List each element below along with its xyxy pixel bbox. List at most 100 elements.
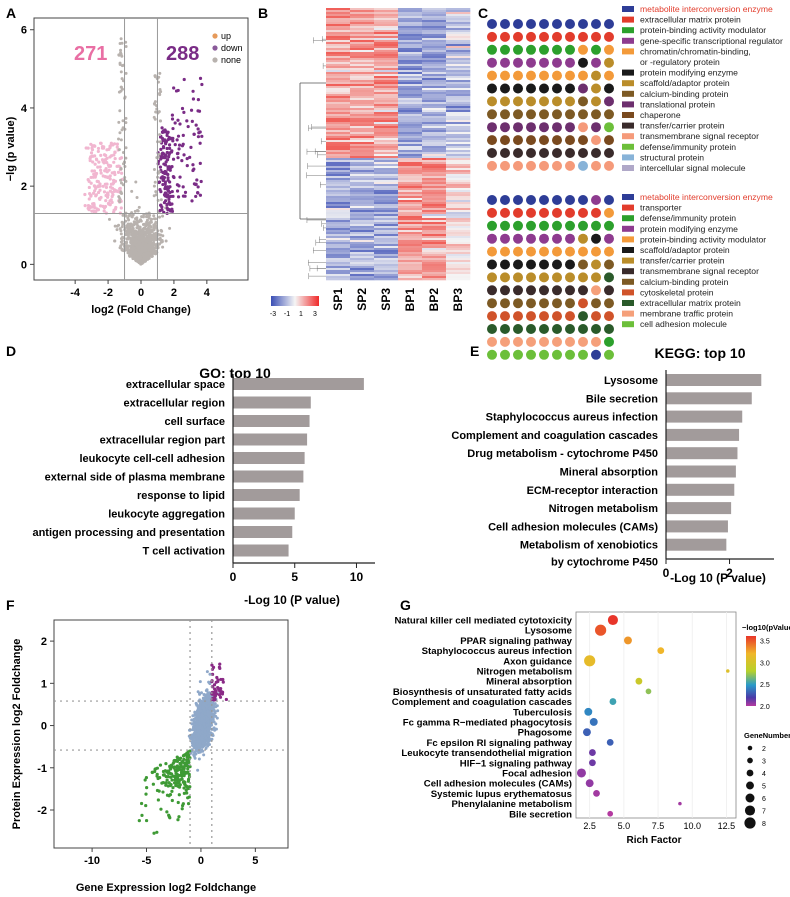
quadrant-point-up — [216, 679, 220, 684]
legend-none-dot — [212, 57, 218, 63]
volcano-point-up — [87, 185, 91, 190]
volcano-point-none — [124, 45, 128, 49]
pie-dot — [487, 233, 497, 244]
heatmap-cell — [374, 192, 399, 195]
bubble-colorbar: −log10(pValue) 3.53.02.52.0 — [742, 623, 790, 711]
heatmap-cell — [326, 264, 351, 267]
pie-dot — [513, 19, 523, 29]
heatmap-cell — [374, 214, 399, 217]
legend-swatch — [622, 112, 634, 118]
heatmap-cell — [422, 62, 447, 65]
volcano-point-down — [158, 165, 163, 169]
pie-dot — [487, 285, 497, 296]
volcano-point-down — [196, 127, 200, 131]
heatmap-cell — [374, 84, 399, 87]
volcano-point-down — [168, 180, 172, 184]
legend-label: transmembrane signal receptor — [640, 131, 759, 141]
quadrant-point-down — [182, 786, 186, 790]
heatmap-cell — [326, 220, 351, 223]
volcano-point-none — [135, 244, 139, 248]
heatmap-cell — [350, 244, 375, 247]
heatmap-cell — [326, 262, 351, 265]
colorbar-tick-label: 2.5 — [760, 682, 770, 689]
quadrant-point-mid — [192, 739, 196, 743]
volcano-point-up — [108, 155, 112, 159]
heatmap-cell — [446, 152, 471, 155]
volcano-point-none — [138, 240, 142, 244]
heatmap-cell — [446, 98, 471, 101]
kegg-xtick-label: 2 — [726, 566, 733, 580]
volcano-point-up — [110, 200, 114, 204]
quadrant-point-down — [177, 815, 181, 819]
heatmap-cell — [326, 100, 351, 103]
heatmap-cell — [374, 136, 399, 139]
go-category-label: extracellular space — [126, 379, 225, 391]
heatmap-cell — [398, 52, 423, 55]
quadrant-point-mid — [199, 700, 203, 704]
heatmap-cell — [398, 244, 423, 247]
heatmap-cell — [422, 270, 447, 273]
volcano-point-none — [157, 110, 161, 114]
quadrant-point-down — [171, 785, 175, 790]
quadrant-point-mid — [195, 721, 199, 725]
heatmap-cell — [398, 156, 423, 159]
quadrant-point-mid — [198, 741, 202, 745]
heatmap-cell — [326, 152, 351, 155]
heatmap-cell — [326, 190, 351, 193]
heatmap-cell — [374, 174, 399, 177]
legend-label: transfer/carrier protein — [640, 256, 725, 266]
legend-label: transmembrane signal receptor — [640, 266, 759, 276]
kegg-category-label: Complement and coagulation cascades — [451, 430, 658, 442]
volcano-point-up — [94, 209, 98, 214]
volcano-point-none — [137, 227, 141, 231]
quadrant-point-down — [145, 786, 149, 790]
pie-dot — [513, 349, 523, 360]
volcano-point-none — [139, 231, 143, 235]
heatmap-cell — [326, 244, 351, 247]
volcano-point-none — [119, 178, 123, 182]
heatmap-cell — [422, 256, 447, 259]
bubble-category-label: PPAR signaling pathway — [460, 636, 572, 647]
heatmap-cell — [374, 234, 399, 237]
pie-dot — [526, 148, 536, 158]
pie-dot — [565, 207, 575, 218]
heatmap-cell — [398, 182, 423, 185]
heatmap-cell — [398, 32, 423, 35]
pie-dot — [487, 349, 497, 360]
heatmap-cell — [326, 92, 351, 95]
heatmap-cell — [326, 160, 351, 163]
quadrant-point-down — [137, 819, 141, 823]
pie-dot — [552, 246, 562, 257]
pie-dot — [591, 31, 601, 42]
heatmap-cell — [326, 102, 351, 105]
volcano-point-up — [92, 144, 96, 148]
heatmap-cell — [350, 78, 375, 81]
legend-label: transporter — [640, 203, 682, 213]
bubble-xtick-label: 12.5 — [718, 821, 736, 831]
heatmap-cell — [422, 82, 447, 85]
quadrant-point-down — [187, 760, 191, 765]
volcano-point-down — [196, 97, 200, 102]
legend-label: calcium-binding protein — [640, 89, 729, 99]
heatmap-scale-bar — [271, 296, 319, 306]
heatmap-cell — [350, 128, 375, 131]
quadrant-point-mid — [191, 722, 195, 726]
heatmap-cell — [398, 210, 423, 213]
heatmap-cell — [350, 44, 375, 47]
volcano-point-up — [105, 161, 109, 165]
volcano-point-none — [117, 148, 121, 152]
volcano-point-down — [180, 159, 184, 163]
heatmap-cell — [374, 230, 399, 233]
volcano-point-none — [153, 243, 157, 247]
pie-dot — [500, 195, 510, 205]
pie-dot — [591, 70, 601, 81]
heatmap-cell — [326, 120, 351, 123]
heatmap-cell — [350, 50, 375, 53]
heatmap-cell — [350, 126, 375, 129]
heatmap-cell — [374, 156, 399, 159]
volcano-point-none — [144, 242, 148, 246]
heatmap-cell — [398, 142, 423, 145]
heatmap-scale-tick: -3 — [270, 311, 276, 318]
volcano-point-down — [165, 133, 169, 137]
heatmap-cell — [326, 96, 351, 99]
